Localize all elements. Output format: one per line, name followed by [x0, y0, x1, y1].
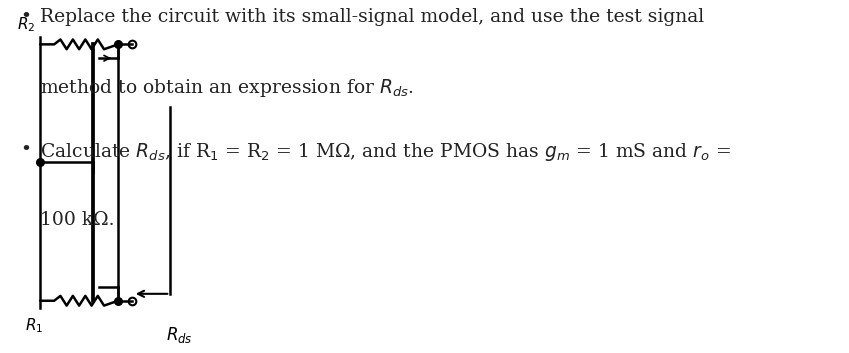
Text: Replace the circuit with its small-signal model, and use the test signal: Replace the circuit with its small-signa…	[40, 8, 705, 26]
Text: $R_2$: $R_2$	[17, 15, 35, 34]
Text: $R_1$: $R_1$	[25, 317, 43, 335]
Text: 100 kΩ.: 100 kΩ.	[40, 211, 115, 229]
Text: $R_{ds}$: $R_{ds}$	[166, 325, 193, 345]
Text: •: •	[20, 141, 31, 159]
Text: Calculate $R_{ds}$, if R$_1$ = R$_2$ = 1 MΩ, and the PMOS has $g_m$ = 1 mS and $: Calculate $R_{ds}$, if R$_1$ = R$_2$ = 1…	[40, 141, 731, 163]
Text: •: •	[20, 8, 31, 26]
Text: method to obtain an expression for $R_{ds}$.: method to obtain an expression for $R_{d…	[40, 77, 414, 99]
